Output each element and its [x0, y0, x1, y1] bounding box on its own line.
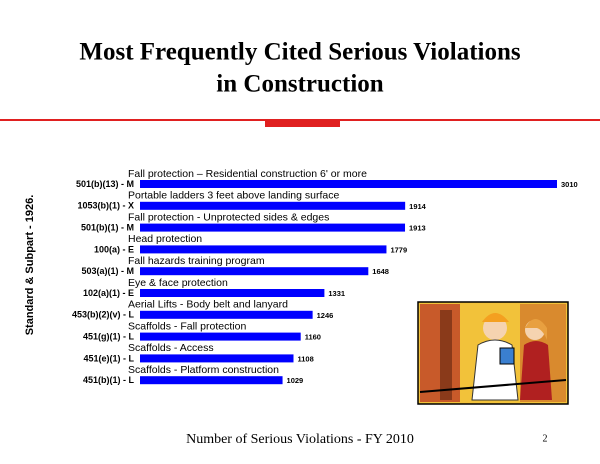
bar-description: Fall protection – Residential constructi…	[128, 168, 367, 180]
chart-subtitle: in Construction	[216, 71, 383, 98]
value-label: 1913	[409, 224, 426, 233]
bar-description: Eye & face protection	[128, 277, 228, 289]
value-label: 1331	[328, 289, 345, 298]
value-label: 1246	[317, 311, 334, 320]
bar-description: Aerial Lifts - Body belt and lanyard	[128, 299, 288, 311]
category-label: 451(g)(1) - L	[83, 331, 135, 341]
divider	[0, 119, 600, 121]
category-label: 102(a)(1) - E	[83, 288, 134, 298]
category-label: 501(b)(1) - M	[81, 222, 134, 232]
bar	[140, 201, 406, 210]
bar	[140, 223, 406, 232]
bar-description: Scaffolds - Access	[128, 342, 214, 354]
category-label: 453(b)(2)(v) - L	[72, 310, 135, 320]
bar-description: Fall protection - Unprotected sides & ed…	[128, 211, 329, 223]
bar	[140, 354, 294, 363]
bar-description: Head protection	[128, 233, 202, 245]
bar	[140, 289, 325, 297]
value-label: 1029	[287, 376, 304, 385]
bar-description: Scaffolds - Fall protection	[128, 320, 246, 332]
x-axis-label: Number of Serious Violations - FY 2010	[186, 432, 414, 447]
bar	[140, 310, 313, 319]
category-label: 503(a)(1) - M	[81, 266, 134, 276]
value-label: 1779	[390, 245, 407, 254]
bar-description: Scaffolds - Platform construction	[128, 364, 279, 376]
bar	[140, 332, 301, 341]
category-label: 451(b)(1) - L	[83, 375, 135, 385]
clip-art	[417, 301, 569, 405]
bar	[140, 267, 369, 276]
page-number: 2	[543, 433, 548, 444]
category-label: 1053(b)(1) - X	[77, 201, 134, 211]
value-label: 3010	[561, 180, 578, 189]
bar	[140, 376, 283, 385]
bar-description: Portable ladders 3 feet above landing su…	[128, 190, 339, 202]
bar	[140, 180, 557, 188]
bar-description: Fall hazards training program	[128, 255, 265, 267]
divider-accent	[265, 121, 340, 127]
value-label: 1914	[409, 202, 427, 211]
y-axis-label: Standard & Subpart - 1926.	[24, 195, 36, 336]
value-label: 1108	[298, 354, 314, 363]
chart-title: Most Frequently Cited Serious Violations	[79, 39, 520, 66]
category-label: 501(b)(13) - M	[76, 179, 134, 189]
bar	[140, 245, 387, 254]
value-label: 1160	[305, 333, 321, 342]
value-label: 1648	[372, 267, 389, 276]
category-label: 100(a) - E	[94, 244, 134, 254]
category-label: 451(e)(1) - L	[83, 353, 134, 363]
